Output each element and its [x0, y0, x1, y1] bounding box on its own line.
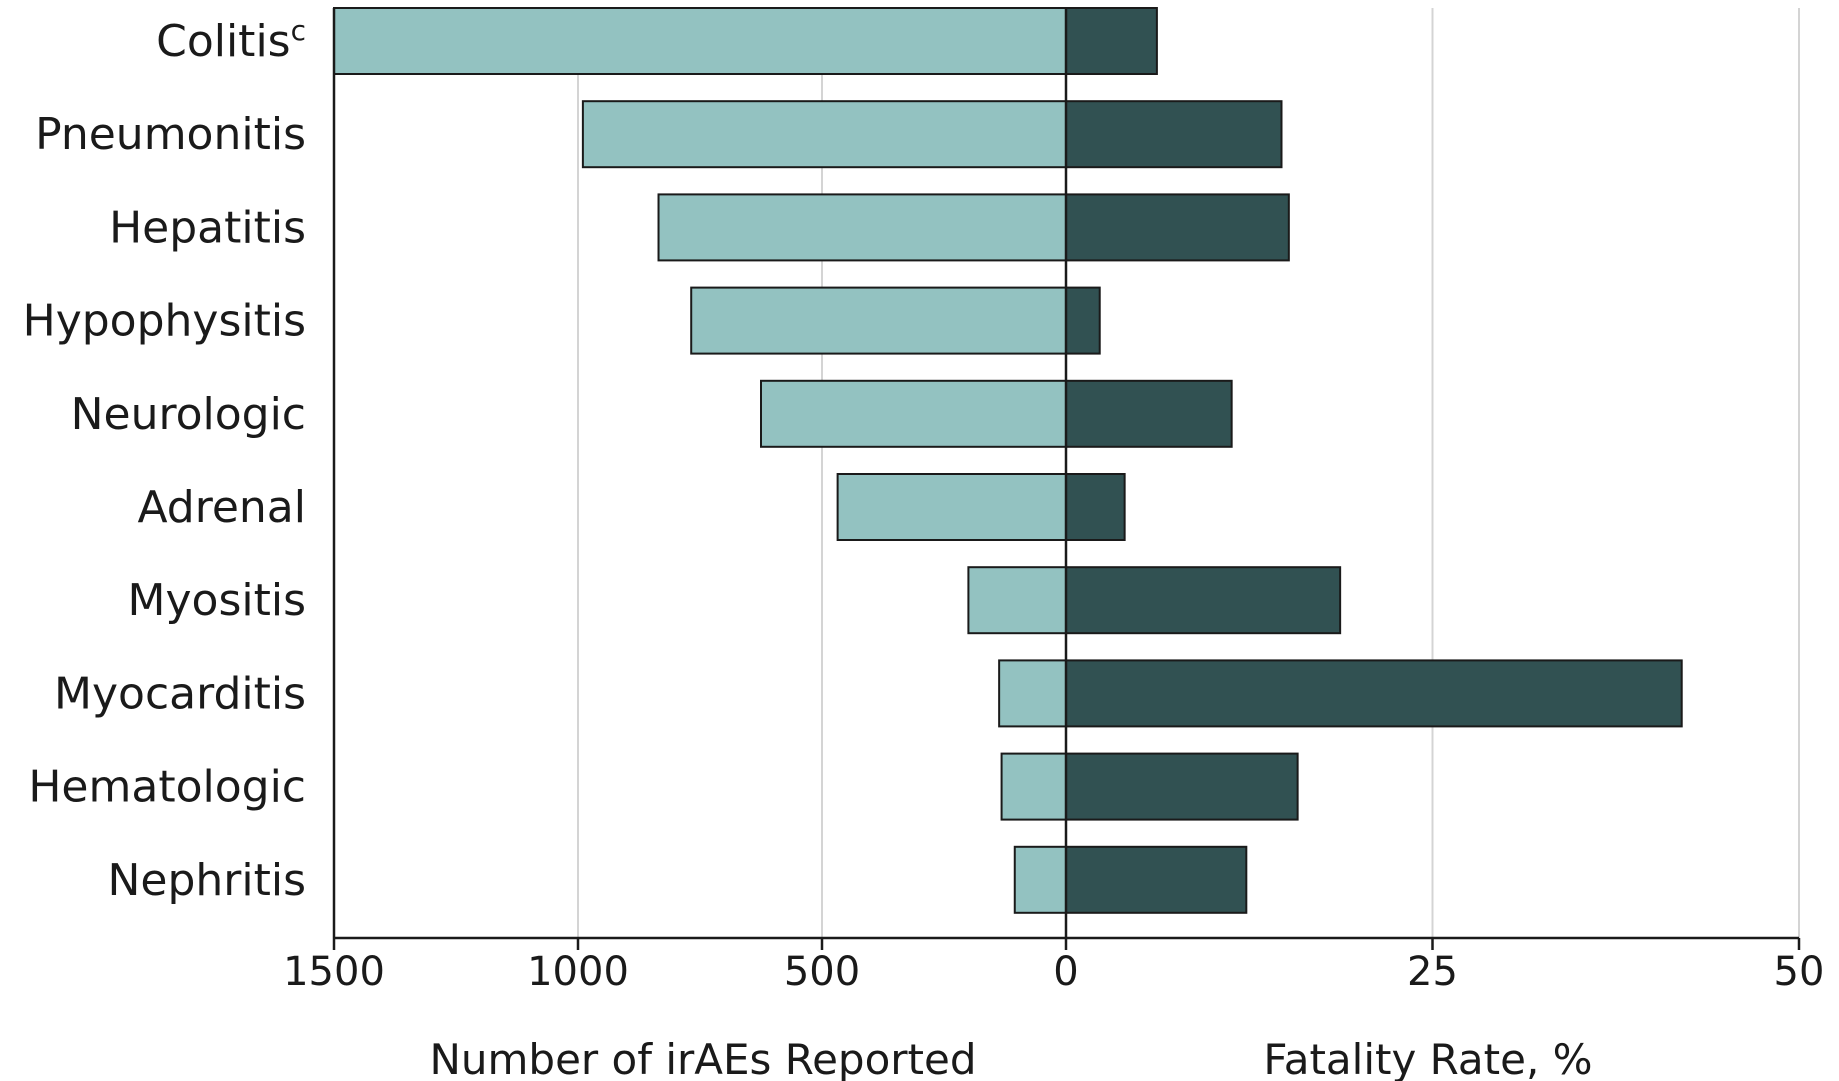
- tick-label-left-1500: 1500: [283, 949, 385, 995]
- bar-count-myositis: [967, 566, 1068, 635]
- category-label-hypophysitis: Hypophysitis: [23, 296, 306, 347]
- tick-label-left-0: 0: [1053, 949, 1078, 995]
- category-label-myositis: Myositis: [128, 575, 306, 626]
- bar-count-neurologic: [760, 379, 1067, 448]
- bar-fatality-colitis: [1065, 7, 1158, 75]
- axes-layer: [332, 8, 1801, 950]
- bar-fatality-myocarditis: [1065, 659, 1683, 728]
- bar-fatality-myositis: [1065, 566, 1342, 635]
- bar-count-hypophysitis: [690, 286, 1067, 355]
- category-label-neurologic: Neurologic: [71, 389, 306, 440]
- bar-count-adrenal: [836, 473, 1068, 541]
- bar-count-myocarditis: [998, 659, 1067, 728]
- bars-layer: [333, 7, 1683, 914]
- category-label-nephritis: Nephritis: [107, 855, 306, 906]
- category-label-hepatitis: Hepatitis: [109, 202, 306, 253]
- left-axis-title: Number of irAEs Reported: [429, 1035, 976, 1081]
- bar-count-hematologic: [1000, 752, 1067, 821]
- tick-label-right-50: 50: [1774, 949, 1825, 995]
- category-label-colitis: Colitisc: [156, 14, 306, 67]
- tick-label-left-500: 500: [784, 949, 860, 995]
- category-label-adrenal: Adrenal: [137, 482, 306, 533]
- bar-fatality-neurologic: [1065, 379, 1233, 448]
- labels-layer: Colitisc Pneumonitis Hepatitis Hypophysitis…: [23, 14, 1825, 995]
- bar-count-hepatitis: [657, 193, 1068, 262]
- category-label-myocarditis: Myocarditis: [54, 668, 306, 719]
- bar-fatality-adrenal: [1065, 473, 1126, 541]
- bar-count-pneumonitis: [581, 100, 1067, 169]
- tick-label-left-1000: 1000: [527, 949, 629, 995]
- bar-count-nephritis: [1013, 845, 1068, 914]
- category-label-hematologic: Hematologic: [28, 762, 306, 813]
- tick-label-right-25: 25: [1407, 949, 1458, 995]
- bar-fatality-pneumonitis: [1065, 100, 1283, 169]
- bar-fatality-hepatitis: [1065, 193, 1290, 262]
- bar-fatality-nephritis: [1065, 845, 1248, 914]
- bar-fatality-hypophysitis: [1065, 286, 1101, 355]
- bar-fatality-hematologic: [1065, 752, 1299, 821]
- right-axis-title: Fatality Rate, %: [1263, 1035, 1592, 1081]
- bar-count-colitis: [333, 7, 1067, 75]
- category-label-pneumonitis: Pneumonitis: [35, 109, 306, 160]
